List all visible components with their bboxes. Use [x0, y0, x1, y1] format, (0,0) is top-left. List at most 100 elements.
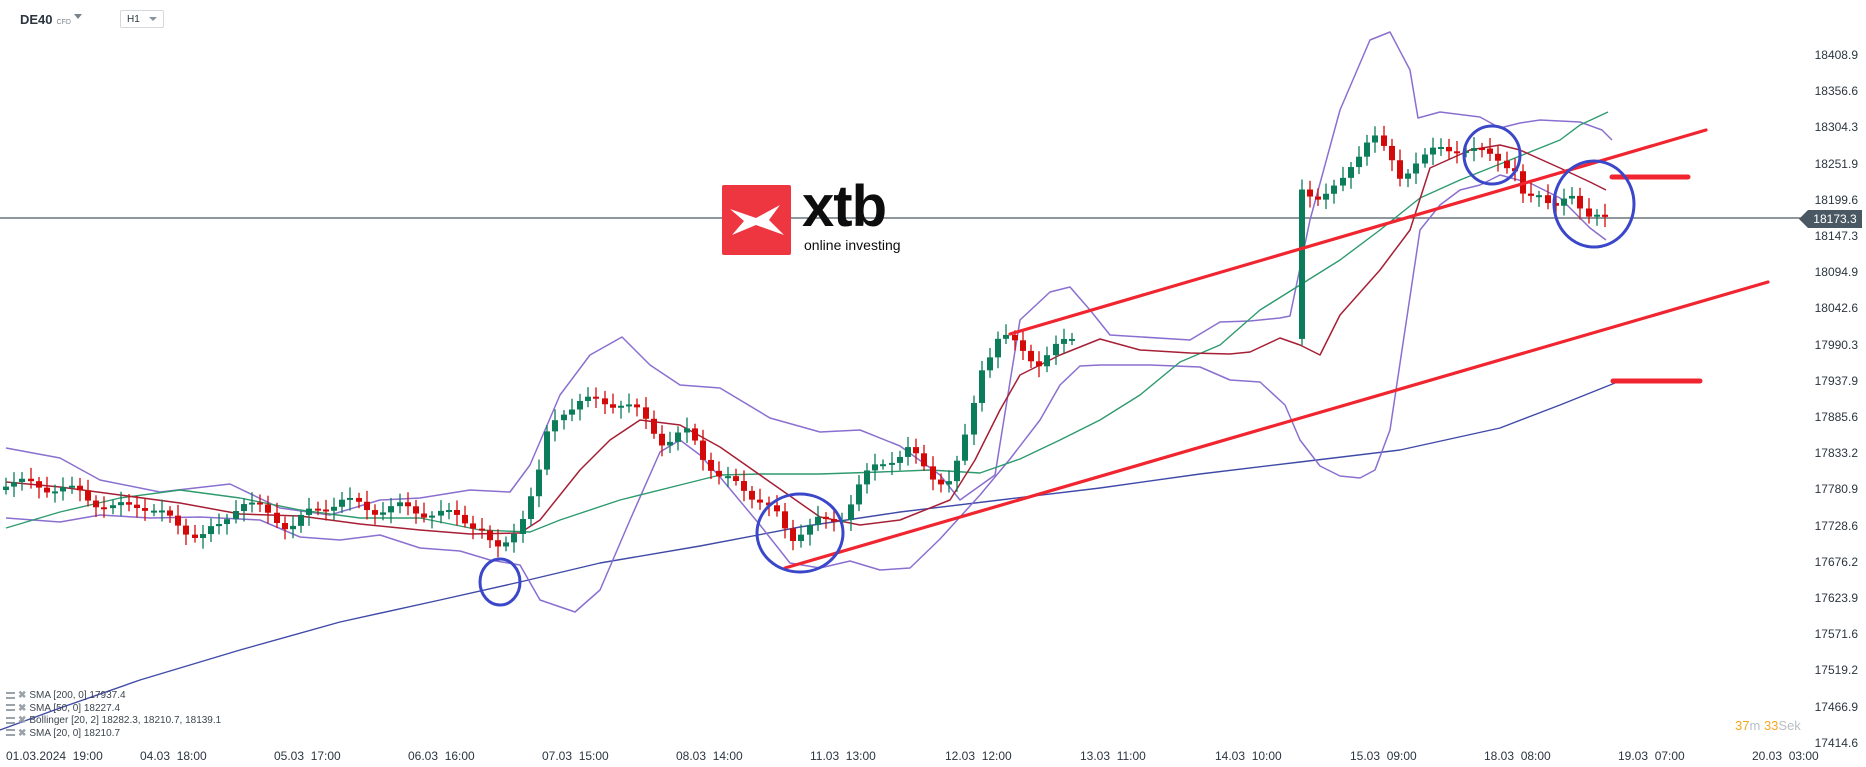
candle-body [930, 466, 936, 480]
legend-item[interactable]: ✖ SMA [50, 0] 18227.4 [6, 703, 120, 714]
remove-indicator-icon[interactable]: ✖ [18, 702, 27, 714]
candle-body [315, 508, 321, 511]
candle-body [118, 502, 124, 506]
legend-text: SMA [200, 0] 17937.4 [29, 690, 126, 701]
candle-body [971, 402, 977, 435]
candle-body [208, 526, 214, 535]
time-axis-label: 13.03 11:00 [1080, 749, 1146, 763]
candle-body [487, 530, 493, 541]
candle-body [1012, 334, 1018, 341]
price-axis-label: 18042.6 [1814, 301, 1858, 316]
candle-body [77, 485, 83, 491]
price-axis-label: 17833.2 [1814, 446, 1858, 461]
sma200-line [0, 382, 1616, 731]
candle-body [85, 490, 91, 501]
candle-body [913, 447, 919, 454]
settings-icon[interactable] [6, 729, 15, 737]
candle-body [470, 523, 476, 529]
price-axis-label: 18094.9 [1814, 265, 1858, 280]
candle-body [216, 524, 222, 527]
candle-body [274, 512, 280, 523]
time-axis-label: 18.03 08:00 [1484, 749, 1551, 763]
candle-body [421, 513, 427, 518]
candle-body [659, 433, 665, 446]
chevron-down-icon [149, 17, 157, 21]
candle-body [249, 502, 255, 505]
candle-body [643, 407, 649, 419]
candle-body [798, 534, 804, 541]
candle-body [716, 470, 722, 477]
price-axis-label: 17937.9 [1814, 373, 1858, 388]
legend-item[interactable]: ✖ SMA [20, 0] 18210.7 [6, 728, 120, 739]
candle-body [175, 515, 181, 526]
settings-icon[interactable] [6, 691, 15, 699]
candle-body [675, 432, 681, 442]
candle-body [1053, 343, 1059, 356]
candle-body [1413, 163, 1419, 174]
candle-body [224, 519, 230, 525]
remove-indicator-icon[interactable]: ✖ [18, 690, 27, 701]
bollinger-upper-band [5, 31, 1613, 516]
candle-body [1586, 208, 1592, 217]
candle-body [700, 440, 706, 460]
candle-body [1036, 361, 1042, 367]
candle-body [520, 518, 526, 534]
candle-body [60, 487, 66, 492]
highlight-circle [755, 492, 845, 574]
chevron-down-icon[interactable] [74, 14, 82, 19]
candle-body [774, 505, 780, 512]
candle-body [921, 453, 927, 467]
candle-countdown: 37m 33Sek [1735, 718, 1801, 733]
candle-body [405, 502, 411, 507]
candle-body [233, 511, 239, 520]
candle-body [241, 504, 247, 512]
remove-indicator-icon[interactable]: ✖ [18, 715, 27, 726]
remove-indicator-icon[interactable]: ✖ [18, 727, 27, 739]
candle-body [741, 481, 747, 491]
price-axis-label: 17990.3 [1814, 337, 1858, 352]
settings-icon[interactable] [6, 704, 15, 712]
time-axis-label: 20.03 03:00 [1752, 749, 1819, 763]
candle-body [946, 481, 952, 485]
candle-body [1372, 135, 1378, 143]
candle-body [151, 510, 157, 513]
candle-body [3, 486, 9, 491]
candle-body [36, 481, 42, 488]
candle-body [569, 409, 575, 415]
candle-body [200, 534, 206, 538]
candle-body [954, 460, 960, 482]
candle-body [610, 404, 616, 408]
candle-body [19, 478, 25, 483]
legend-text: SMA [20, 0] 18210.7 [29, 727, 121, 739]
candle-body [1323, 193, 1329, 200]
candle-body [725, 476, 731, 479]
candle-body [962, 434, 968, 461]
candle-body [1463, 150, 1469, 153]
candle-body [1069, 338, 1075, 341]
candle-body [872, 464, 878, 471]
highlight-circle [478, 557, 522, 607]
symbol-selector[interactable]: DE40 CFD [20, 12, 71, 27]
candle-body [528, 496, 534, 519]
xtb-logo-mark [722, 185, 791, 255]
candle-body [733, 476, 739, 482]
candle-body [1438, 146, 1444, 149]
symbol-name: DE40 [20, 12, 53, 27]
legend-item[interactable]: ✖ Bollinger [20, 2] 18282.3, 18210.7, 181… [6, 715, 221, 726]
timeframe-select[interactable]: H1 [120, 10, 164, 28]
candle-body [438, 510, 444, 516]
candle-body [1389, 145, 1395, 161]
channel-upper-line [1008, 128, 1708, 336]
candle-body [1364, 142, 1370, 157]
candle-body [1569, 195, 1575, 199]
candle-body [1577, 195, 1583, 209]
settings-icon[interactable] [6, 716, 15, 724]
legend-item[interactable]: ✖ SMA [200, 0] 17937.4 [6, 690, 126, 701]
candle-body [479, 528, 485, 531]
candle-body [101, 507, 107, 510]
candle-body [766, 502, 772, 506]
candle-body [979, 370, 985, 403]
candle-body [298, 514, 304, 526]
candle-body [1340, 177, 1346, 186]
